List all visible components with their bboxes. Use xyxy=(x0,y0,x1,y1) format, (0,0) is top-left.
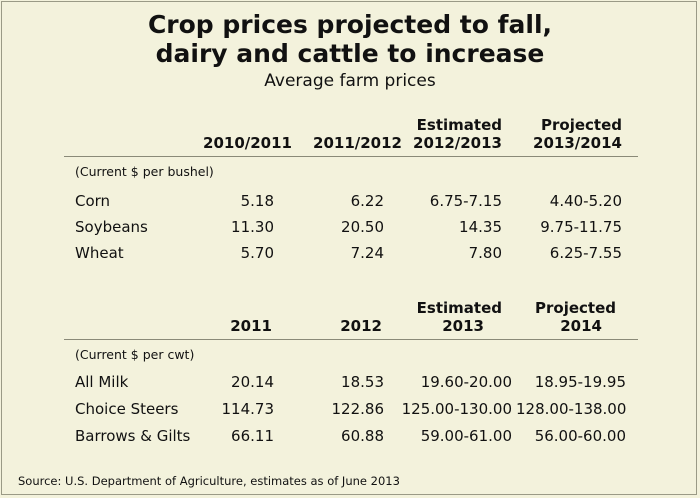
table-cell: 7.80 xyxy=(468,244,502,262)
table-cell: 5.18 xyxy=(240,192,274,210)
livestock-col-4-header: 2014 xyxy=(560,317,602,335)
livestock-col-2-header: 2012 xyxy=(340,317,382,335)
table-cell: 6.22 xyxy=(350,192,384,210)
table-cell: 6.75-7.15 xyxy=(429,192,502,210)
chart-title-line-2: dairy and cattle to increase xyxy=(155,39,545,68)
row-label: Wheat xyxy=(75,244,124,262)
table-cell: 122.86 xyxy=(331,400,385,418)
livestock-col-3-header-top: Estimated xyxy=(416,299,502,317)
row-label: Choice Steers xyxy=(75,400,179,418)
crop-col-1-header: 2010/2011 xyxy=(203,134,292,152)
table-cell: 128.00-138.00 xyxy=(516,400,627,418)
livestock-unit-label: (Current $ per cwt) xyxy=(75,347,195,362)
table-cell: 18.53 xyxy=(341,373,384,391)
table-cell: 5.70 xyxy=(240,244,274,262)
table-cell: 20.50 xyxy=(341,218,384,236)
table-cell: 60.88 xyxy=(341,427,384,445)
crop-col-2-header: 2011/2012 xyxy=(313,134,402,152)
table-cell: 66.11 xyxy=(231,427,274,445)
table-cell: 14.35 xyxy=(459,218,502,236)
table-cell: 19.60-20.00 xyxy=(420,373,512,391)
crop-unit-label: (Current $ per bushel) xyxy=(75,164,214,179)
row-label: Barrows & Gilts xyxy=(75,427,191,445)
livestock-table-rule xyxy=(64,339,638,340)
table-cell: 125.00-130.00 xyxy=(401,400,512,418)
crop-col-3-header-top: Estimated xyxy=(416,116,502,134)
table-cell: 59.00-61.00 xyxy=(420,427,512,445)
table-cell: 20.14 xyxy=(231,373,274,391)
row-label: Soybeans xyxy=(75,218,148,236)
livestock-col-3-header: 2013 xyxy=(442,317,484,335)
table-cell: 56.00-60.00 xyxy=(534,427,626,445)
livestock-col-4-header-top: Projected xyxy=(535,299,616,317)
crop-table-rule xyxy=(64,156,638,157)
crop-col-4-header-top: Projected xyxy=(541,116,622,134)
chart-title-line-1: Crop prices projected to fall, xyxy=(147,10,553,39)
row-label: All Milk xyxy=(75,373,129,391)
crop-col-3-header: 2012/2013 xyxy=(413,134,502,152)
livestock-col-1-header: 2011 xyxy=(230,317,272,335)
table-cell: 4.40-5.20 xyxy=(549,192,622,210)
table-cell: 6.25-7.55 xyxy=(549,244,622,262)
table-cell: 114.73 xyxy=(221,400,275,418)
row-label: Corn xyxy=(75,192,111,210)
table-cell: 18.95-19.95 xyxy=(534,373,626,391)
table-cell: 11.30 xyxy=(231,218,274,236)
table-cell: 9.75-11.75 xyxy=(540,218,622,236)
chart-subtitle: Average farm prices xyxy=(264,71,436,91)
source-note: Source: U.S. Department of Agriculture, … xyxy=(18,474,400,488)
table-cell: 7.24 xyxy=(350,244,384,262)
crop-col-4-header: 2013/2014 xyxy=(533,134,622,152)
